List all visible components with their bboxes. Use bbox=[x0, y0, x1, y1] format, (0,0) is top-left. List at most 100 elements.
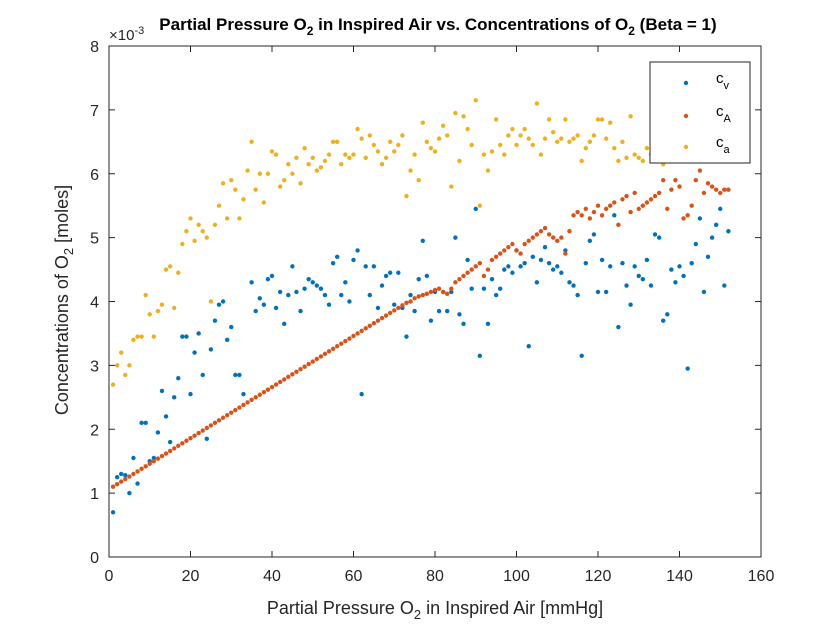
data-point-cA bbox=[591, 209, 597, 215]
data-point-cA bbox=[286, 374, 291, 380]
data-point-ca bbox=[555, 139, 560, 145]
data-point-ca bbox=[339, 161, 344, 167]
data-point-ca bbox=[628, 114, 633, 119]
series-cv bbox=[110, 206, 731, 515]
data-point-cv bbox=[330, 260, 336, 266]
data-point-cv bbox=[689, 260, 694, 266]
data-point-cA bbox=[229, 410, 234, 415]
data-point-cA bbox=[237, 405, 242, 410]
y-tick-label: 3 bbox=[90, 358, 99, 375]
data-point-cA bbox=[538, 229, 544, 234]
data-point-ca bbox=[591, 133, 597, 138]
data-point-cv bbox=[277, 289, 283, 295]
data-point-cv bbox=[220, 299, 226, 304]
data-point-cv bbox=[392, 302, 397, 307]
x-tick-label: 0 bbox=[105, 568, 114, 585]
data-point-cv bbox=[367, 292, 372, 298]
data-point-ca bbox=[563, 117, 568, 122]
data-point-cA bbox=[713, 187, 719, 192]
data-point-cv bbox=[314, 283, 320, 288]
y-tick-label: 4 bbox=[90, 295, 99, 312]
x-tick-label: 160 bbox=[748, 568, 775, 585]
data-point-cv bbox=[575, 292, 580, 298]
data-point-cA bbox=[241, 402, 246, 408]
data-point-cv bbox=[628, 302, 633, 307]
data-point-cA bbox=[461, 273, 466, 279]
data-point-cA bbox=[159, 453, 165, 459]
data-point-cv bbox=[489, 276, 495, 282]
data-point-ca bbox=[180, 241, 185, 247]
data-point-cA bbox=[110, 484, 116, 489]
data-point-ca bbox=[306, 161, 311, 167]
data-point-ca bbox=[436, 136, 442, 141]
data-point-cA bbox=[579, 213, 584, 218]
x-axis-label-part-1: Partial Pressure O bbox=[267, 598, 414, 618]
data-point-ca bbox=[493, 117, 499, 122]
data-point-cv bbox=[298, 308, 303, 314]
data-point-ca bbox=[383, 155, 389, 160]
data-point-cv bbox=[571, 283, 576, 288]
data-point-cv bbox=[677, 264, 682, 269]
data-point-cv bbox=[620, 260, 625, 266]
data-point-cA bbox=[318, 354, 324, 359]
data-point-ca bbox=[163, 267, 169, 272]
data-point-ca bbox=[457, 158, 462, 164]
data-point-cv bbox=[713, 222, 719, 228]
data-point-ca bbox=[510, 126, 515, 132]
data-point-cv bbox=[461, 321, 466, 327]
data-point-cv bbox=[359, 391, 364, 397]
data-point-cA bbox=[669, 187, 674, 192]
data-point-ca bbox=[265, 171, 271, 176]
data-point-cv bbox=[563, 248, 568, 253]
data-point-cv bbox=[172, 395, 177, 400]
data-point-ca bbox=[412, 152, 417, 157]
data-point-cv bbox=[546, 260, 552, 266]
data-point-cA bbox=[347, 336, 352, 341]
data-point-cv bbox=[420, 238, 425, 244]
data-point-cA bbox=[269, 384, 275, 390]
data-point-cA bbox=[224, 412, 230, 418]
data-point-cA bbox=[632, 190, 637, 196]
data-point-cv bbox=[114, 474, 120, 480]
data-point-cv bbox=[656, 235, 662, 240]
data-point-ca bbox=[640, 158, 646, 164]
data-point-ca bbox=[477, 203, 483, 208]
data-point-ca bbox=[379, 161, 385, 167]
data-point-cv bbox=[693, 241, 698, 247]
legend-box bbox=[649, 61, 751, 164]
data-point-ca bbox=[603, 136, 609, 141]
data-point-cA bbox=[412, 296, 417, 301]
data-point-ca bbox=[550, 130, 556, 135]
data-point-cv bbox=[253, 308, 258, 314]
data-point-cv bbox=[506, 264, 511, 269]
data-point-ca bbox=[375, 149, 381, 154]
data-point-cA bbox=[705, 181, 711, 186]
chart-title: Partial Pressure O2 in Inspired Air vs. … bbox=[159, 15, 716, 38]
data-point-ca bbox=[518, 133, 523, 138]
data-point-cv bbox=[302, 286, 307, 291]
data-point-cA bbox=[628, 209, 633, 215]
data-point-cA bbox=[135, 469, 140, 474]
data-point-ca bbox=[176, 270, 181, 275]
data-point-cv bbox=[229, 324, 234, 330]
data-point-ca bbox=[522, 126, 527, 132]
data-point-cv bbox=[176, 375, 181, 381]
data-point-ca bbox=[546, 117, 552, 122]
data-point-ca bbox=[481, 152, 487, 157]
data-point-cv bbox=[412, 308, 417, 314]
data-point-cA bbox=[575, 209, 580, 215]
data-point-cv bbox=[110, 510, 116, 515]
data-point-cv bbox=[135, 481, 140, 486]
data-point-cv bbox=[212, 318, 218, 323]
data-point-ca bbox=[237, 216, 242, 221]
data-point-ca bbox=[241, 197, 246, 202]
data-point-ca bbox=[387, 139, 393, 145]
data-point-cA bbox=[498, 251, 503, 256]
data-point-ca bbox=[559, 136, 564, 141]
data-point-cA bbox=[127, 474, 132, 479]
data-point-ca bbox=[473, 98, 478, 103]
scatter-points bbox=[110, 98, 731, 515]
data-point-cA bbox=[172, 446, 177, 451]
x-tick-label: 140 bbox=[666, 568, 693, 585]
data-point-cv bbox=[518, 264, 523, 269]
